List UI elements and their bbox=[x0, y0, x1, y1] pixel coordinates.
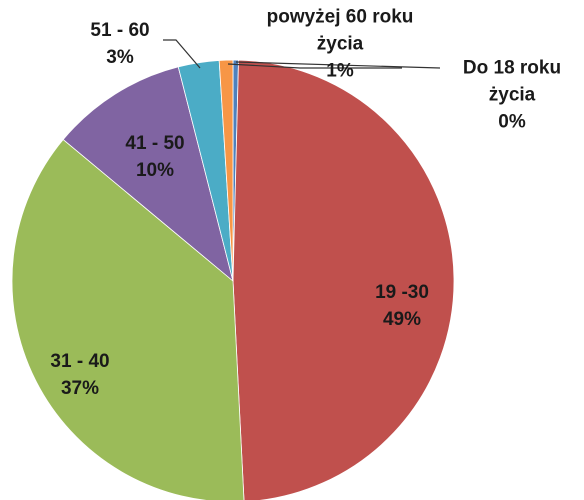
data-label: 51 - 60 3% bbox=[70, 17, 170, 71]
pie-slice bbox=[232, 59, 455, 500]
leader-line bbox=[163, 39, 201, 69]
category-label: 51 - 60 bbox=[90, 20, 150, 41]
pie-slice bbox=[62, 66, 234, 283]
data-label: powyżej 60 roku życia 1% bbox=[265, 4, 415, 85]
value-label: 3% bbox=[106, 47, 134, 68]
leader-line bbox=[235, 61, 441, 69]
category-label: 41 - 50 bbox=[125, 133, 185, 154]
data-label: 41 - 50 10% bbox=[105, 130, 205, 184]
category-label: 19 -30 bbox=[375, 282, 429, 303]
pie-slice bbox=[11, 138, 245, 500]
value-label: 10% bbox=[135, 160, 175, 181]
value-label: 49% bbox=[382, 309, 422, 330]
value-label: 1% bbox=[326, 60, 354, 82]
value-label: 37% bbox=[60, 378, 100, 399]
leader-lines bbox=[163, 39, 441, 69]
category-label: powyżej 60 roku życia bbox=[266, 6, 414, 55]
leader-line bbox=[227, 63, 402, 69]
data-label: Do 18 roku życia 0% bbox=[445, 55, 580, 136]
pie-slice bbox=[218, 59, 234, 282]
value-label: 0% bbox=[498, 111, 526, 133]
data-label: 19 -30 49% bbox=[342, 279, 462, 333]
data-label: 31 - 40 37% bbox=[20, 348, 140, 402]
category-label: Do 18 roku życia bbox=[462, 57, 562, 106]
category-label: 31 - 40 bbox=[50, 351, 110, 372]
pie bbox=[11, 59, 455, 500]
